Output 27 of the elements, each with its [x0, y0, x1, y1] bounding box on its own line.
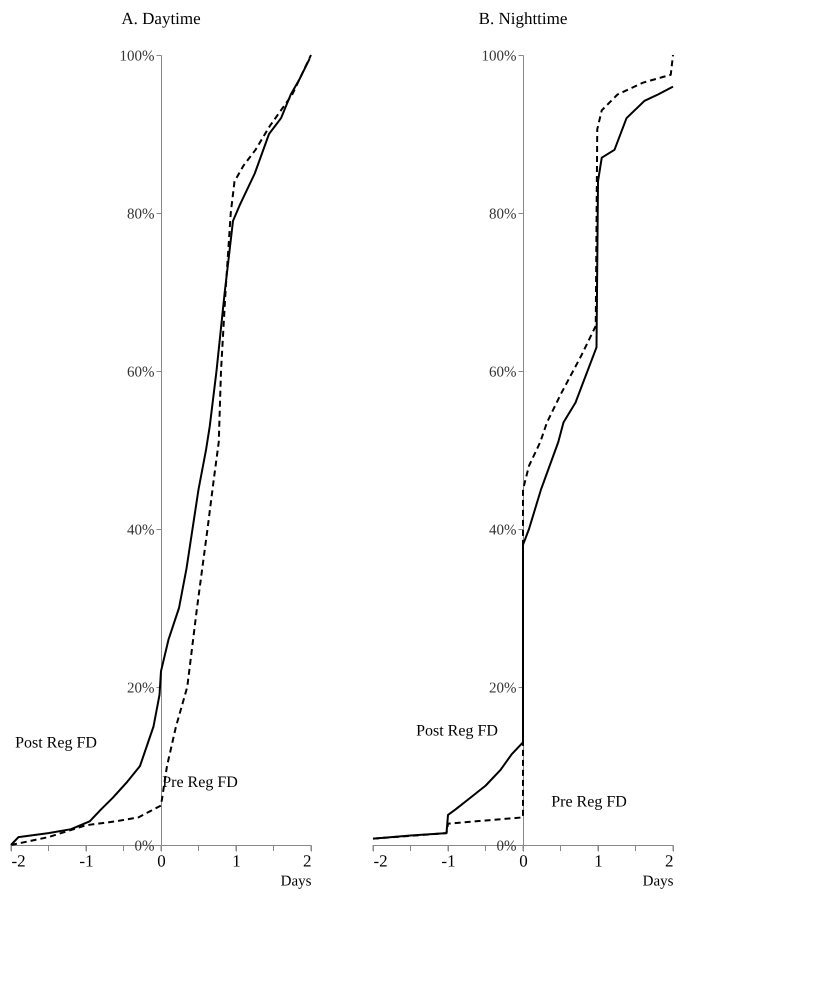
x-axis-title: Days: [642, 874, 674, 890]
chart-title: B. Nighttime: [478, 9, 568, 28]
x-tick-label: -1: [79, 852, 94, 870]
y-tick-label: 20%: [489, 680, 516, 696]
y-tick-label: 80%: [489, 206, 516, 222]
x-tick-label: 2: [665, 852, 674, 870]
series-label: Post Reg FD: [416, 722, 498, 740]
y-tick-label: 60%: [489, 364, 516, 380]
x-tick-label: 1: [232, 852, 241, 870]
y-tick-label: 100%: [120, 48, 154, 64]
x-tick-label: 1: [594, 852, 603, 870]
x-tick-label: 2: [303, 852, 312, 870]
y-tick-label: 20%: [127, 680, 154, 696]
x-tick-label: -2: [374, 852, 388, 870]
y-tick-label: 80%: [127, 206, 154, 222]
series-label: Pre Reg FD: [551, 794, 627, 811]
x-axis-title: Days: [280, 874, 312, 890]
y-tick-label: 40%: [127, 522, 154, 538]
text: Post Reg FD: [15, 734, 97, 752]
chart-title: A. Daytime: [121, 9, 201, 28]
y-tick-label: 100%: [482, 48, 516, 64]
x-tick-label: 0: [519, 852, 528, 870]
x-tick-label: 0: [157, 852, 166, 870]
x-tick-label: -2: [12, 852, 26, 870]
y-tick-label: 40%: [489, 522, 516, 538]
x-tick-label: -1: [441, 852, 456, 870]
y-tick-label: 60%: [127, 364, 154, 380]
